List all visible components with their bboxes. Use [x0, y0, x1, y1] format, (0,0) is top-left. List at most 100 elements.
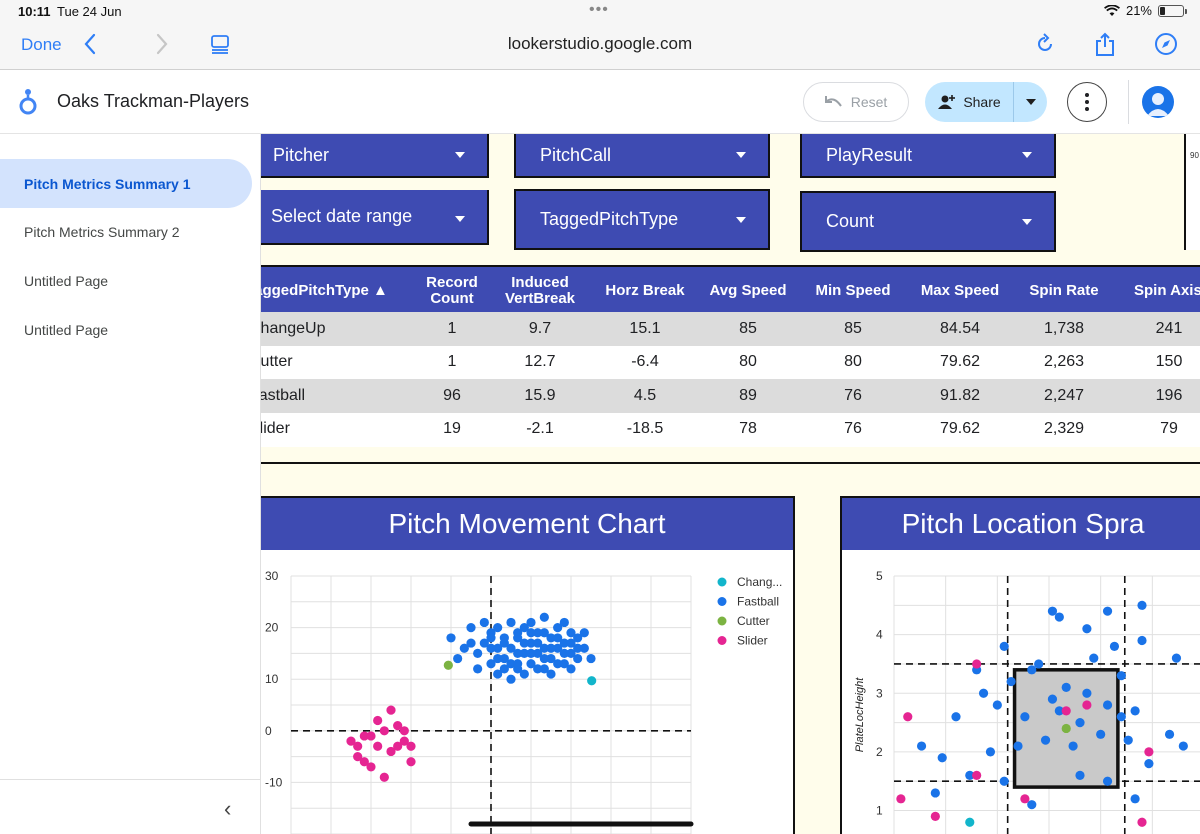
column-header-induced-vertbreak[interactable]: Induced VertBreak — [504, 273, 576, 307]
data-point — [1144, 747, 1154, 757]
taggedpitchtype-filter[interactable]: TaggedPitchType — [514, 189, 770, 250]
data-point — [379, 726, 389, 736]
column-header-record-count[interactable]: Record Count — [426, 273, 478, 307]
account-avatar[interactable] — [1142, 86, 1174, 118]
table-cell: -6.4 — [631, 353, 659, 370]
more-vert-icon — [1085, 93, 1089, 111]
data-point — [506, 643, 516, 653]
column-header-min-speed[interactable]: Min Speed — [815, 281, 891, 299]
data-point — [930, 788, 940, 798]
column-header-spin-rate[interactable]: Spin Rate — [1029, 281, 1099, 299]
table-cell: -18.5 — [626, 420, 664, 437]
preview-tick-label: 90 — [1190, 151, 1199, 160]
count-filter-label: Count — [826, 211, 875, 231]
sidebar-item-pitch-metrics-summary-2[interactable]: Pitch Metrics Summary 2 — [0, 207, 252, 256]
data-point — [526, 617, 536, 628]
data-point — [546, 653, 556, 664]
sidebar-item-pitch-metrics-summary-1[interactable]: Pitch Metrics Summary 1 — [0, 159, 252, 208]
data-point — [519, 623, 529, 633]
table-cell: -2.1 — [526, 420, 554, 437]
forward-icon[interactable] — [148, 31, 174, 57]
table-cell: Fastball — [261, 386, 306, 404]
legend-swatch — [717, 636, 727, 645]
data-point — [586, 653, 596, 664]
table-row[interactable]: Fastball 96 15.9 4.5 89 76 91.82 2,247 196 — [261, 379, 1200, 413]
reader-view-icon[interactable] — [207, 31, 233, 57]
table-cell: Cutter — [261, 353, 293, 370]
data-point — [539, 653, 549, 664]
pitcher-filter[interactable]: Pitcher — [261, 134, 489, 178]
share-dropdown-button[interactable] — [1013, 82, 1047, 122]
reload-icon[interactable] — [1032, 31, 1058, 57]
y-tick-label: 30 — [265, 569, 279, 583]
multitasking-dots-icon[interactable]: ••• — [589, 1, 609, 18]
battery-level — [1160, 6, 1165, 15]
column-header-horz-break[interactable]: Horz Break — [605, 281, 685, 299]
data-point — [443, 660, 453, 670]
data-point — [999, 776, 1009, 786]
data-point — [1096, 729, 1106, 739]
data-point — [559, 648, 569, 658]
data-point — [1075, 717, 1085, 728]
data-point — [1116, 671, 1126, 681]
back-icon[interactable] — [78, 31, 104, 57]
data-point — [985, 747, 996, 757]
share-sheet-icon[interactable] — [1092, 31, 1118, 57]
data-point — [359, 757, 369, 767]
sidebar-item-untitled-page-2[interactable]: Untitled Page — [0, 305, 252, 354]
table-cell: 84.54 — [939, 319, 981, 337]
date-range-filter[interactable]: Select date range — [261, 190, 489, 245]
data-point — [1061, 706, 1071, 716]
column-header-avg-speed[interactable]: Avg Speed — [709, 281, 787, 299]
data-point — [1082, 624, 1092, 634]
table-cell: 96 — [443, 386, 461, 404]
column-header-max-speed[interactable]: Max Speed — [920, 281, 1000, 299]
data-point — [526, 628, 536, 638]
column-header-tagged-pitch-type[interactable]: TaggedPitchType ▲ — [261, 281, 388, 299]
address-bar[interactable]: lookerstudio.google.com — [507, 34, 693, 53]
reset-button[interactable]: Reset — [803, 82, 909, 122]
data-point — [1137, 635, 1147, 646]
undo-icon — [824, 96, 842, 107]
table-cell: ChangeUp — [261, 319, 326, 337]
table-cell: 76 — [844, 386, 862, 404]
data-point — [526, 638, 536, 648]
data-point — [1040, 735, 1051, 745]
data-point — [466, 623, 476, 633]
sidebar-item-untitled-page-1[interactable]: Untitled Page — [0, 256, 252, 305]
data-point — [466, 638, 476, 648]
data-point — [459, 643, 469, 653]
column-header-spin-axis[interactable]: Spin Axis — [1134, 281, 1200, 299]
collapse-sidebar-icon[interactable]: ‹ — [224, 796, 232, 821]
table-cell: Slider — [261, 420, 290, 437]
table-row[interactable]: Cutter 1 12.7 -6.4 80 80 79.62 2,263 150 — [261, 346, 1200, 380]
y-tick-label: -10 — [265, 775, 283, 789]
data-point — [559, 617, 569, 628]
data-point — [566, 664, 576, 674]
share-button[interactable]: Share — [925, 82, 1013, 122]
legend-swatch — [717, 616, 727, 626]
done-button[interactable]: Done — [21, 35, 62, 54]
pitchcall-filter[interactable]: PitchCall — [514, 134, 770, 178]
pitch-movement-chart-panel: Pitch Movement Chart 30 20 10 0 -10 Chang... F… — [261, 496, 795, 834]
chevron-down-icon — [736, 152, 746, 158]
data-point — [366, 731, 376, 741]
compass-icon[interactable] — [1153, 31, 1179, 57]
table-row[interactable]: Slider 19 -2.1 -18.5 78 76 79.62 2,329 79 — [261, 413, 1200, 447]
playresult-filter[interactable]: PlayResult — [800, 134, 1056, 178]
data-point — [1123, 735, 1133, 745]
data-point — [499, 653, 509, 664]
count-filter[interactable]: Count — [800, 191, 1056, 252]
data-point — [406, 757, 416, 767]
table-cell: 85 — [739, 319, 757, 337]
chevron-down-icon — [1022, 152, 1032, 158]
data-point — [1075, 770, 1085, 780]
table-row[interactable]: ChangeUp 1 9.7 15.1 85 85 84.54 1,738 241 — [261, 312, 1200, 346]
data-point — [1102, 606, 1113, 616]
data-point — [533, 638, 543, 648]
data-point — [533, 628, 543, 638]
page-navigation-sidebar: Pitch Metrics Summary 1 Pitch Metrics Su… — [0, 134, 261, 834]
more-options-button[interactable] — [1067, 82, 1107, 122]
data-point — [1047, 694, 1058, 704]
table-cell: 2,263 — [1043, 353, 1085, 370]
